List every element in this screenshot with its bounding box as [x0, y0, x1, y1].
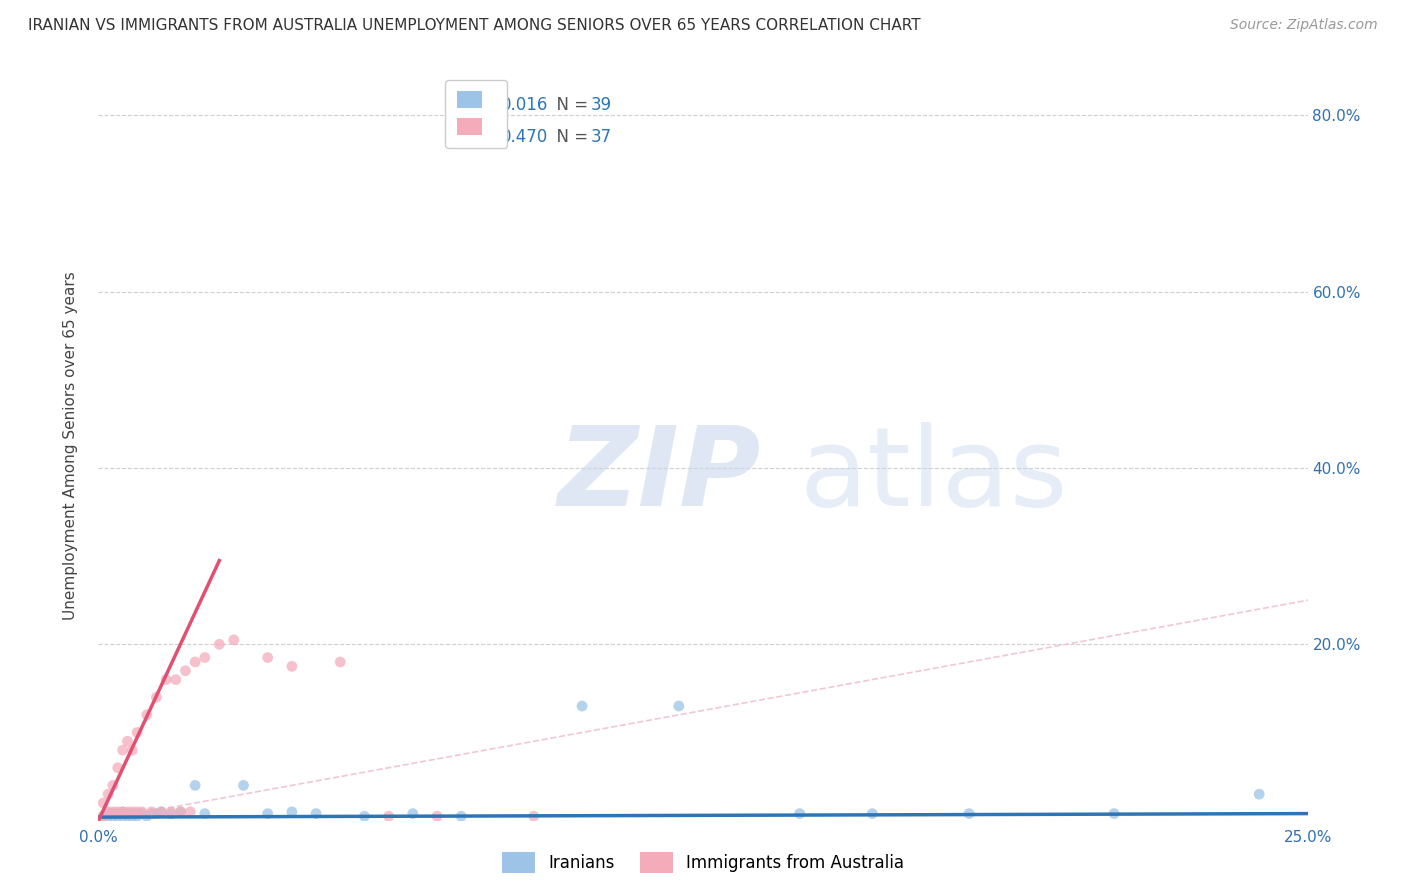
Text: R =: R = [456, 128, 491, 146]
Y-axis label: Unemployment Among Seniors over 65 years: Unemployment Among Seniors over 65 years [63, 272, 77, 620]
Text: Source: ZipAtlas.com: Source: ZipAtlas.com [1230, 18, 1378, 32]
Point [377, 809, 399, 823]
Point [426, 809, 449, 823]
Point [97, 809, 120, 823]
Point [450, 809, 472, 823]
Point [107, 806, 129, 821]
Point [150, 805, 173, 819]
Point [91, 809, 114, 823]
Point [141, 805, 163, 819]
Point [91, 796, 114, 810]
Legend: , : , [446, 79, 508, 148]
Point [571, 699, 593, 714]
Text: N =: N = [546, 96, 593, 114]
Point [668, 699, 690, 714]
Text: ZIP: ZIP [558, 423, 762, 530]
Point [169, 805, 191, 819]
Point [305, 806, 328, 821]
Point [208, 637, 231, 651]
Point [1249, 787, 1271, 801]
Point [117, 805, 139, 819]
Point [101, 806, 124, 821]
Point [174, 664, 197, 678]
Point [121, 806, 143, 821]
Point [131, 806, 153, 821]
Point [127, 806, 149, 821]
Point [107, 809, 129, 823]
Point [117, 806, 139, 821]
Point [131, 805, 153, 819]
Point [222, 632, 245, 647]
Point [101, 805, 124, 819]
Point [111, 809, 134, 823]
Text: 0.470: 0.470 [501, 128, 548, 146]
Point [789, 806, 811, 821]
Point [117, 809, 139, 823]
Point [169, 805, 191, 819]
Point [232, 778, 254, 792]
Point [97, 805, 120, 819]
Point [194, 650, 217, 665]
Point [91, 809, 114, 823]
Point [860, 806, 883, 821]
Point [402, 806, 425, 821]
Point [256, 806, 278, 821]
Text: 0.016: 0.016 [501, 96, 548, 114]
Legend: Iranians, Immigrants from Australia: Iranians, Immigrants from Australia [495, 846, 911, 880]
Point [111, 805, 134, 819]
Point [184, 655, 207, 669]
Point [150, 805, 173, 819]
Text: IRANIAN VS IMMIGRANTS FROM AUSTRALIA UNEMPLOYMENT AMONG SENIORS OVER 65 YEARS CO: IRANIAN VS IMMIGRANTS FROM AUSTRALIA UNE… [28, 18, 921, 33]
Text: 37: 37 [591, 128, 612, 146]
Point [107, 761, 129, 775]
Point [111, 805, 134, 819]
Point [107, 805, 129, 819]
Point [101, 778, 124, 792]
Point [155, 673, 177, 687]
Point [135, 707, 157, 722]
Point [281, 659, 304, 673]
Point [97, 806, 120, 821]
Point [523, 809, 546, 823]
Point [179, 805, 201, 819]
Point [111, 806, 134, 821]
Point [160, 806, 183, 821]
Point [145, 690, 167, 705]
Point [1102, 806, 1125, 821]
Point [117, 734, 139, 748]
Point [121, 809, 143, 823]
Point [329, 655, 352, 669]
Point [127, 805, 149, 819]
Point [121, 743, 143, 757]
Point [194, 806, 217, 821]
Point [165, 673, 187, 687]
Text: 39: 39 [591, 96, 612, 114]
Point [160, 805, 183, 819]
Text: R =: R = [456, 96, 491, 114]
Point [141, 806, 163, 821]
Point [184, 778, 207, 792]
Point [127, 725, 149, 739]
Point [145, 806, 167, 821]
Point [127, 809, 149, 823]
Point [281, 805, 304, 819]
Point [353, 809, 375, 823]
Point [101, 809, 124, 823]
Point [135, 809, 157, 823]
Point [121, 805, 143, 819]
Point [111, 743, 134, 757]
Point [957, 806, 980, 821]
Text: N =: N = [546, 128, 593, 146]
Text: atlas: atlas [800, 423, 1069, 530]
Point [97, 787, 120, 801]
Point [256, 650, 278, 665]
